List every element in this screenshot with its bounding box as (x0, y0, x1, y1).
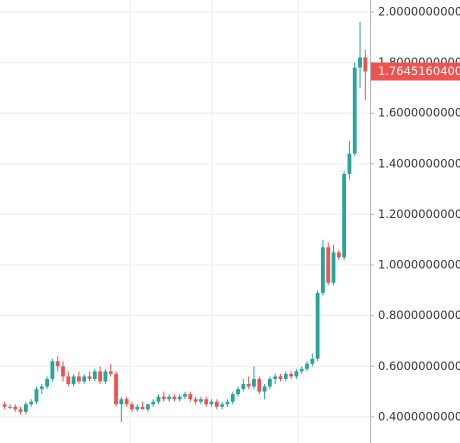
y-tick-label: 1.6000000000 (378, 106, 460, 120)
candle-body (108, 371, 113, 374)
candle-body (50, 361, 55, 379)
candle-body (199, 399, 203, 402)
candle-body (23, 404, 28, 412)
candle-body (342, 173, 347, 258)
candle-body (193, 399, 198, 402)
candle-body (326, 247, 331, 283)
candle-body (156, 396, 161, 402)
candle-body (130, 404, 134, 410)
candle-body (278, 376, 283, 379)
y-tick-label: 2.0000000000 (378, 4, 460, 18)
candle-body (39, 386, 44, 390)
candle-body (61, 366, 65, 377)
candle-body (124, 399, 129, 405)
candle-body (34, 389, 39, 402)
candle-body (55, 361, 60, 367)
time-grid (129, 0, 299, 443)
candle-body (321, 247, 325, 293)
candle-body (167, 396, 171, 400)
candle-body (172, 396, 177, 400)
candle-body (305, 363, 309, 369)
y-tick-label: 1.4000000000 (378, 156, 460, 170)
candle-body (188, 394, 193, 400)
candle-body (225, 401, 230, 405)
candle-body (289, 373, 293, 377)
candle-body (151, 401, 156, 405)
candle-body (220, 404, 225, 407)
candle-body (331, 252, 336, 283)
candle-body (98, 371, 103, 382)
candle-body (92, 371, 97, 379)
candle-body (145, 404, 150, 410)
y-tick-label: 0.4000000000 (378, 409, 460, 423)
candle-body (347, 153, 352, 174)
candle-body (246, 384, 251, 387)
candle-body (310, 358, 315, 364)
last-price-box (371, 62, 460, 81)
last-price-label: 1.7645160400 (378, 64, 460, 78)
candle-body (358, 57, 362, 68)
candle-body (209, 401, 214, 405)
candle-body (119, 399, 124, 405)
candle-body (267, 378, 272, 387)
candle-body (87, 376, 92, 379)
candle-body (257, 378, 262, 392)
candle-body (66, 376, 71, 385)
y-tick-label: 1.0000000000 (378, 258, 460, 272)
candle-body (2, 404, 7, 407)
candle-body (140, 406, 145, 410)
candle-body (204, 399, 209, 405)
candle-body (71, 376, 76, 385)
candle-body (241, 384, 246, 390)
candle-body (45, 378, 49, 387)
candle-body (236, 389, 240, 395)
candle-body (230, 394, 235, 402)
candle-body (29, 401, 34, 405)
candle-body (114, 373, 118, 405)
y-tick-label: 0.6000000000 (378, 359, 460, 373)
candle-body (262, 386, 267, 392)
y-tick-label: 0.8000000000 (378, 308, 460, 322)
candle-body (273, 376, 278, 379)
candle-body (135, 406, 140, 410)
candle-body (299, 368, 304, 372)
candle-body (13, 406, 18, 410)
candle-body (283, 373, 288, 379)
candle-body (183, 394, 187, 397)
candle-body (77, 376, 81, 382)
candle-body (103, 371, 108, 382)
candle-body (8, 406, 12, 408)
candle-body (363, 57, 368, 72)
candle-body (294, 371, 299, 377)
candle-body (352, 67, 357, 154)
y-tick-label: 1.2000000000 (378, 207, 460, 221)
candle-body (315, 292, 320, 359)
candle-body (214, 401, 219, 407)
candle-body (82, 376, 87, 382)
candle-body (336, 252, 341, 258)
candle-body (177, 396, 182, 400)
candle-body (18, 409, 23, 412)
candle-body (161, 396, 166, 400)
candle-body (252, 378, 256, 387)
